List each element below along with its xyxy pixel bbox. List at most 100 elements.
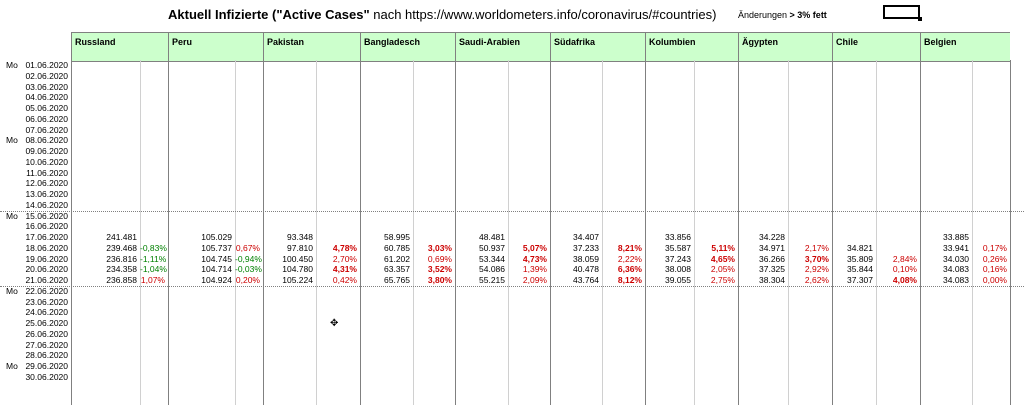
change-cell[interactable]: 0,20% bbox=[235, 275, 260, 285]
value-cell[interactable]: 33.856 bbox=[665, 232, 691, 242]
date-cell[interactable]: 02.06.2020 bbox=[25, 70, 68, 81]
change-cell[interactable]: 0,10% bbox=[892, 264, 917, 275]
date-cell[interactable]: 03.06.2020 bbox=[25, 81, 68, 92]
value-cell[interactable]: 93.348 bbox=[287, 232, 313, 242]
change-cell[interactable]: 2,05% bbox=[710, 264, 735, 275]
value-cell[interactable]: 35.844 bbox=[847, 264, 873, 275]
date-cell[interactable]: 14.06.2020 bbox=[25, 199, 68, 210]
column-header-9[interactable]: Chile bbox=[832, 33, 920, 61]
column-header-2[interactable]: Peru bbox=[168, 33, 263, 61]
value-cell[interactable]: 63.357 bbox=[384, 264, 410, 275]
date-cell[interactable]: 16.06.2020 bbox=[25, 221, 68, 232]
date-cell[interactable]: 25.06.2020 bbox=[25, 318, 68, 328]
value-cell[interactable]: 34.228 bbox=[759, 232, 785, 242]
value-cell[interactable]: 43.764 bbox=[573, 275, 599, 285]
value-cell[interactable]: 105.224 bbox=[282, 275, 313, 285]
value-cell[interactable]: 234.358 bbox=[106, 264, 137, 275]
value-cell[interactable]: 104.780 bbox=[282, 264, 313, 275]
change-cell[interactable]: 1,39% bbox=[522, 264, 547, 275]
date-cell[interactable]: 28.06.2020 bbox=[25, 350, 68, 361]
value-cell[interactable]: 105.029 bbox=[201, 232, 232, 242]
date-cell[interactable]: 09.06.2020 bbox=[25, 146, 68, 156]
change-cell[interactable]: -0,83% bbox=[140, 242, 167, 253]
change-cell[interactable]: 8,12% bbox=[617, 275, 642, 285]
column-header-4[interactable]: Bangladesch bbox=[360, 33, 455, 61]
value-cell[interactable]: 34.821 bbox=[847, 242, 873, 253]
value-cell[interactable]: 37.325 bbox=[759, 264, 785, 275]
value-cell[interactable]: 104.924 bbox=[201, 275, 232, 285]
change-cell[interactable]: 3,80% bbox=[427, 275, 452, 285]
value-cell[interactable]: 54.086 bbox=[479, 264, 505, 275]
column-header-6[interactable]: Südafrika bbox=[550, 33, 645, 61]
date-cell[interactable]: 19.06.2020 bbox=[25, 253, 68, 264]
date-cell[interactable]: 12.06.2020 bbox=[25, 178, 68, 189]
date-cell[interactable]: 26.06.2020 bbox=[25, 328, 68, 339]
value-cell[interactable]: 34.083 bbox=[943, 264, 969, 275]
change-cell[interactable]: 0,26% bbox=[982, 253, 1007, 264]
value-cell[interactable]: 37.233 bbox=[573, 242, 599, 253]
change-cell[interactable]: 3,03% bbox=[427, 242, 452, 253]
date-cell[interactable]: 01.06.2020 bbox=[25, 60, 68, 70]
date-cell[interactable]: 07.06.2020 bbox=[25, 124, 68, 135]
change-cell[interactable]: 6,36% bbox=[617, 264, 642, 275]
value-cell[interactable]: 33.941 bbox=[943, 242, 969, 253]
value-cell[interactable]: 35.809 bbox=[847, 253, 873, 264]
date-cell[interactable]: 30.06.2020 bbox=[25, 371, 68, 382]
value-cell[interactable]: 241.481 bbox=[106, 232, 137, 242]
value-cell[interactable]: 34.030 bbox=[943, 253, 969, 264]
change-cell[interactable]: 3,52% bbox=[427, 264, 452, 275]
date-cell[interactable]: 11.06.2020 bbox=[26, 167, 68, 178]
value-cell[interactable]: 34.971 bbox=[759, 242, 785, 253]
value-cell[interactable]: 36.266 bbox=[759, 253, 785, 264]
column-header-7[interactable]: Kolumbien bbox=[645, 33, 738, 61]
change-cell[interactable]: 1,07% bbox=[140, 275, 165, 285]
change-cell[interactable]: 8,21% bbox=[617, 242, 642, 253]
value-cell[interactable]: 34.407 bbox=[573, 232, 599, 242]
value-cell[interactable]: 37.243 bbox=[665, 253, 691, 264]
change-cell[interactable]: 4,73% bbox=[522, 253, 547, 264]
value-cell[interactable]: 48.481 bbox=[479, 232, 505, 242]
change-cell[interactable]: 2,84% bbox=[892, 253, 917, 264]
value-cell[interactable]: 33.885 bbox=[943, 232, 969, 242]
value-cell[interactable]: 236.858 bbox=[106, 275, 137, 285]
change-cell[interactable]: 4,65% bbox=[710, 253, 735, 264]
change-cell[interactable]: 2,70% bbox=[332, 253, 357, 264]
date-cell[interactable]: 13.06.2020 bbox=[25, 189, 68, 199]
change-cell[interactable]: 2,22% bbox=[617, 253, 642, 264]
change-cell[interactable]: 3,70% bbox=[804, 253, 829, 264]
date-cell[interactable]: 24.06.2020 bbox=[25, 307, 68, 318]
date-cell[interactable]: 18.06.2020 bbox=[25, 242, 68, 253]
date-cell[interactable]: 17.06.2020 bbox=[25, 232, 68, 242]
date-cell[interactable]: 23.06.2020 bbox=[25, 296, 68, 307]
date-cell[interactable]: 22.06.2020 bbox=[25, 285, 68, 296]
column-header-10[interactable]: Belgien bbox=[920, 33, 1010, 61]
change-cell[interactable]: -1,11% bbox=[140, 253, 167, 264]
change-cell[interactable]: 0,16% bbox=[982, 264, 1007, 275]
value-cell[interactable]: 39.055 bbox=[665, 275, 691, 285]
change-cell[interactable]: 5,07% bbox=[522, 242, 547, 253]
change-cell[interactable]: 5,11% bbox=[711, 242, 735, 253]
value-cell[interactable]: 104.714 bbox=[201, 264, 232, 275]
value-cell[interactable]: 37.307 bbox=[847, 275, 873, 285]
column-header-8[interactable]: Ägypten bbox=[738, 33, 832, 61]
value-cell[interactable]: 65.765 bbox=[384, 275, 410, 285]
date-cell[interactable]: 04.06.2020 bbox=[25, 92, 68, 103]
value-cell[interactable]: 34.083 bbox=[943, 275, 969, 285]
date-cell[interactable]: 08.06.2020 bbox=[25, 135, 68, 146]
change-cell[interactable]: 2,75% bbox=[710, 275, 735, 285]
change-cell[interactable]: 4,31% bbox=[332, 264, 357, 275]
value-cell[interactable]: 105.737 bbox=[201, 242, 232, 253]
date-cell[interactable]: 05.06.2020 bbox=[25, 103, 68, 113]
column-header-5[interactable]: Saudi-Arabien bbox=[455, 33, 550, 61]
change-cell[interactable]: -0,94% bbox=[235, 253, 262, 264]
change-cell[interactable]: 4,78% bbox=[332, 242, 357, 253]
change-cell[interactable]: 0,67% bbox=[235, 242, 260, 253]
change-cell[interactable]: 2,09% bbox=[522, 275, 547, 285]
column-header-3[interactable]: Pakistan bbox=[263, 33, 360, 61]
change-cell[interactable]: 4,08% bbox=[892, 275, 917, 285]
value-cell[interactable]: 58.995 bbox=[384, 232, 410, 242]
date-cell[interactable]: 29.06.2020 bbox=[25, 361, 68, 371]
value-cell[interactable]: 35.587 bbox=[665, 242, 691, 253]
value-cell[interactable]: 53.344 bbox=[479, 253, 505, 264]
date-cell[interactable]: 15.06.2020 bbox=[25, 210, 68, 221]
